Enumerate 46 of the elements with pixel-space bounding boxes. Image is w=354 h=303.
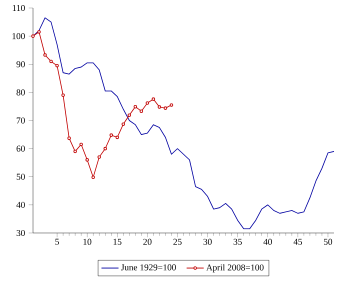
y-tick-label: 60 [16,146,25,152]
point [49,60,53,64]
x-tick-label: 5 [55,238,59,245]
point [134,105,138,108]
point [61,93,65,97]
point [37,30,41,34]
y-tick-label: 70 [16,117,25,124]
y-tick-label: 50 [16,174,25,180]
point [170,103,174,107]
y-tick-label: 40 [16,202,25,208]
x-tick-label: 40 [263,238,272,245]
point [73,150,77,154]
point [110,133,113,137]
point [85,158,89,162]
x-tick-label: 50 [324,238,332,245]
point [67,136,71,140]
legend-label: April 2008=100 [206,264,264,272]
x-tick-label: 25 [173,238,182,245]
x-tick-label: 10 [83,238,92,245]
point [55,64,59,68]
x-tick-label: 15 [114,238,122,245]
point [140,110,144,113]
x-tick-label: 20 [143,238,152,245]
point [92,176,95,179]
x-tick-label: 30 [204,238,212,245]
point [128,113,132,117]
point [104,146,107,150]
line-series [32,17,334,230]
point [158,105,162,109]
point [164,106,168,110]
point [152,97,156,101]
point [116,136,119,140]
y-tick-label: 30 [16,230,25,236]
point [122,122,125,126]
point [31,34,35,38]
point [146,101,150,105]
point [43,53,47,57]
x-tick-label: 35 [234,238,242,245]
y-tick-label: 100 [12,33,25,40]
y-tick-label: 110 [12,4,25,12]
y-tick-label: 80 [16,89,25,96]
y-tick-label: 90 [16,61,25,68]
point [98,155,101,159]
legend-label: June 1929=100 [121,264,176,270]
x-tick-label: 45 [294,238,302,245]
point [79,142,83,146]
